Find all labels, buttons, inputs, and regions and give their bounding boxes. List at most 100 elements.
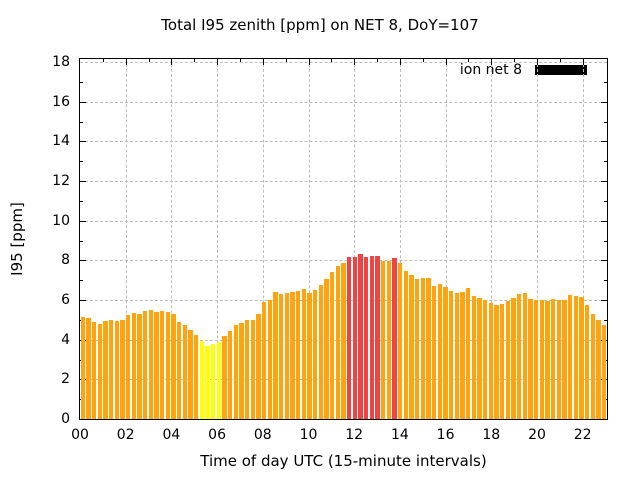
y-tick-right — [601, 220, 607, 222]
bar-10:00 — [307, 293, 312, 419]
y-tick-right — [601, 300, 607, 301]
bar-12:00 — [352, 257, 358, 419]
bar-07:30 — [250, 319, 256, 419]
bar-16:30 — [454, 293, 460, 419]
bar-05:45 — [210, 343, 216, 419]
x-tick-top — [559, 59, 561, 62]
y-tick-label: 4 — [61, 331, 70, 348]
bar-15:30 — [431, 286, 437, 419]
y-tick-label: 16 — [52, 93, 70, 110]
x-tick-top — [148, 59, 150, 62]
bar-00:00 — [80, 316, 86, 419]
bar-01:45 — [120, 319, 125, 419]
bar-13:15 — [380, 261, 386, 419]
x-tick-top — [354, 59, 356, 65]
bar-01:00 — [103, 320, 108, 419]
bar-11:30 — [341, 263, 346, 419]
bar-05:15 — [199, 340, 205, 419]
gridline-horizontal — [80, 181, 607, 182]
bar-05:30 — [205, 345, 210, 419]
bar-00:45 — [97, 323, 103, 419]
y-tick-left — [80, 101, 86, 103]
bar-10:45 — [324, 279, 329, 419]
legend: ion net 8 — [460, 62, 587, 78]
x-tick-top — [491, 59, 493, 65]
bar-04:45 — [188, 329, 193, 419]
bar-06:30 — [227, 330, 233, 419]
bar-03:45 — [165, 311, 171, 419]
x-tick-label: 04 — [162, 427, 181, 443]
gridline-horizontal — [80, 141, 607, 143]
bar-21:30 — [567, 295, 573, 419]
bar-07:45 — [256, 313, 261, 419]
y-tick-label: 18 — [52, 54, 70, 70]
y-tick-label: 6 — [61, 292, 70, 308]
bar-10:15 — [312, 290, 318, 419]
bar-16:00 — [443, 287, 448, 419]
bar-18:00 — [488, 302, 494, 419]
gridline-vertical — [445, 59, 447, 419]
y-tick-right — [604, 200, 607, 202]
plot-area: ion net 8 — [79, 58, 608, 420]
bar-09:00 — [284, 293, 290, 419]
bar-01:15 — [108, 319, 114, 419]
bar-22:45 — [596, 319, 601, 419]
y-tick-right — [604, 81, 607, 83]
x-tick-top — [262, 59, 264, 65]
x-tick-top — [582, 59, 584, 65]
bar-14:45 — [414, 279, 420, 419]
bar-15:00 — [420, 278, 426, 419]
x-tick-label: 20 — [528, 427, 546, 443]
y-tick-label: 14 — [52, 133, 70, 150]
bar-14:15 — [403, 271, 409, 419]
bar-12:45 — [369, 256, 375, 419]
bar-07:00 — [239, 322, 244, 419]
bar-02:15 — [131, 312, 137, 419]
bar-17:30 — [477, 298, 482, 419]
bar-14:00 — [397, 263, 403, 419]
bar-13:45 — [392, 258, 397, 419]
bar-08:15 — [267, 300, 273, 419]
bar-11:45 — [346, 257, 352, 419]
x-tick-label: 16 — [436, 427, 455, 443]
x-tick-top — [171, 59, 173, 65]
x-tick-top — [217, 59, 219, 65]
bar-22:00 — [579, 297, 584, 419]
bar-09:15 — [290, 292, 295, 419]
x-tick-label: 10 — [299, 427, 318, 443]
bar-02:45 — [142, 310, 148, 419]
gridline-vertical — [491, 59, 493, 419]
bar-04:15 — [176, 321, 182, 419]
x-tick-label: 00 — [71, 427, 89, 443]
bar-20:30 — [545, 301, 550, 419]
gridline-vertical — [308, 59, 310, 419]
bar-18:15 — [494, 304, 499, 419]
chart-title: Total I95 zenith [ppm] on NET 8, DoY=107 — [161, 16, 479, 34]
y-tick-right — [601, 181, 607, 182]
x-tick-top — [331, 59, 333, 62]
bar-19:15 — [516, 294, 522, 419]
bar-16:15 — [448, 291, 454, 419]
bar-06:15 — [222, 335, 227, 419]
bar-17:45 — [482, 300, 488, 419]
bar-22:30 — [590, 313, 596, 419]
bar-12:30 — [363, 257, 369, 419]
x-tick-top — [308, 59, 310, 65]
bar-08:30 — [273, 292, 278, 419]
bar-10:30 — [318, 285, 324, 419]
bar-13:30 — [386, 261, 392, 419]
x-tick-top — [537, 59, 538, 65]
gridline-horizontal — [80, 260, 607, 262]
x-tick-label: 18 — [482, 427, 501, 443]
y-tick-label: 0 — [61, 411, 70, 427]
y-tick-left — [80, 121, 83, 123]
y-tick-right — [601, 141, 607, 143]
x-tick-label: 08 — [253, 427, 272, 443]
gridline-vertical — [262, 59, 264, 419]
bar-05:00 — [193, 334, 199, 419]
bar-23:00 — [601, 324, 607, 419]
y-tick-left — [80, 161, 83, 163]
bar-07:15 — [244, 319, 250, 419]
y-tick-left — [80, 300, 86, 301]
bar-22:15 — [584, 304, 590, 419]
